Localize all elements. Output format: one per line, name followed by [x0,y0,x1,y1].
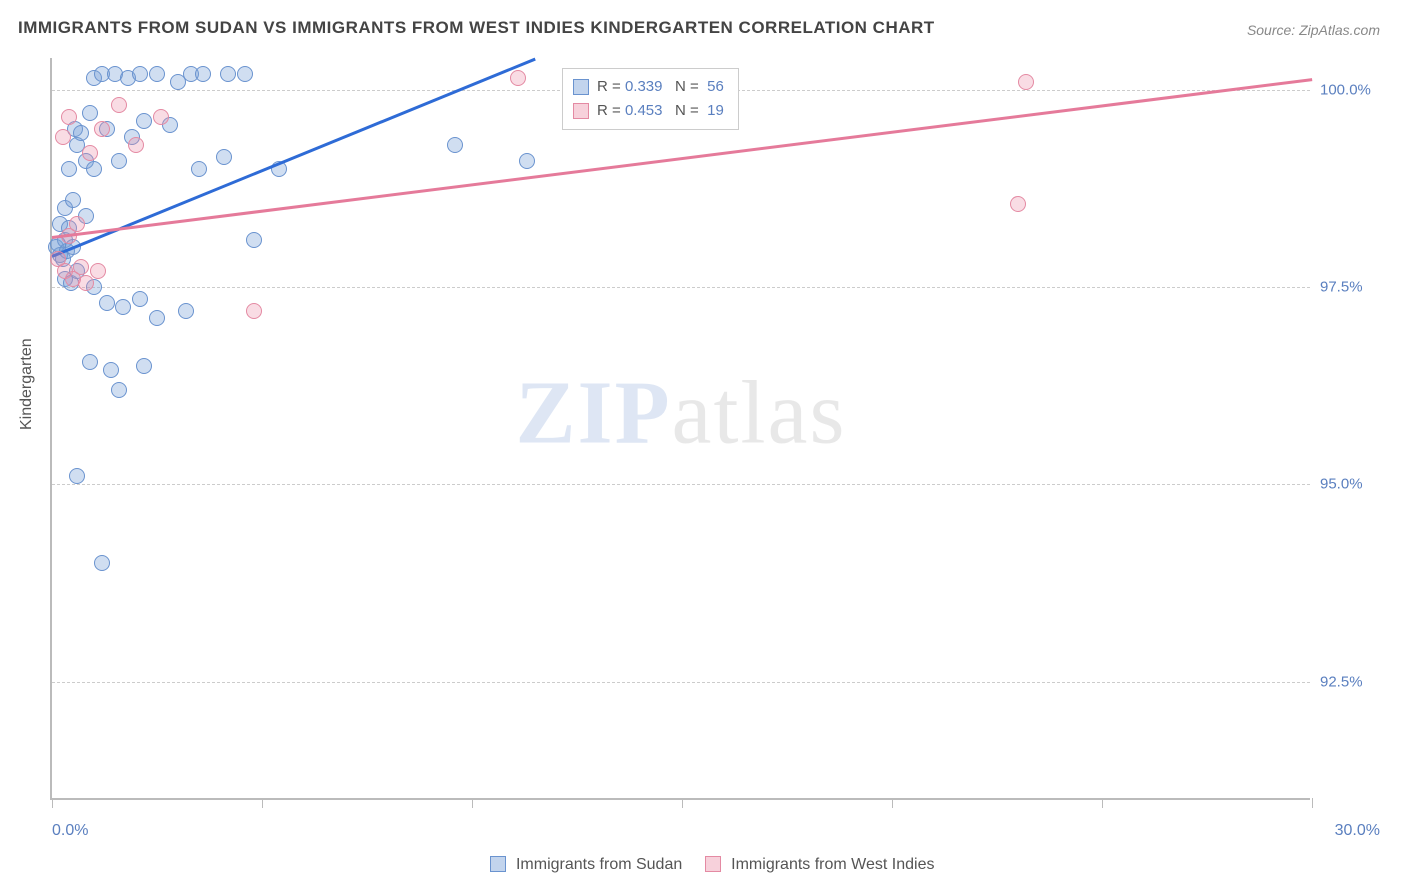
data-point [149,66,165,82]
data-point [90,263,106,279]
watermark-zip: ZIP [516,364,672,463]
data-point [94,555,110,571]
data-point [195,66,211,82]
data-point [246,303,262,319]
x-tick-mark [472,798,473,808]
stats-text: R = 0.453 N = 19 [597,99,724,123]
data-point [69,468,85,484]
data-point [220,66,236,82]
data-point [132,66,148,82]
legend-swatch-pink [705,856,721,872]
data-point [82,105,98,121]
data-point [111,153,127,169]
y-tick-label: 92.5% [1320,673,1388,690]
data-point [246,232,262,248]
x-tick-mark [892,798,893,808]
legend-swatch-blue [490,856,506,872]
data-point [73,259,89,275]
data-point [61,161,77,177]
data-point [65,192,81,208]
data-point [94,121,110,137]
stats-legend-row: R = 0.339 N = 56 [573,75,724,99]
x-tick-mark [1102,798,1103,808]
data-point [1018,74,1034,90]
legend-label-blue: Immigrants from Sudan [516,856,682,873]
data-point [73,125,89,141]
chart-title: IMMIGRANTS FROM SUDAN VS IMMIGRANTS FROM… [18,18,935,38]
data-point [61,109,77,125]
y-tick-label: 95.0% [1320,476,1388,493]
data-point [78,275,94,291]
legend-swatch [573,103,589,119]
data-point [69,216,85,232]
data-point [447,137,463,153]
data-point [191,161,207,177]
data-point [178,303,194,319]
data-point [115,299,131,315]
data-point [86,161,102,177]
data-point [519,153,535,169]
watermark-atlas: atlas [672,364,847,463]
data-point [149,310,165,326]
legend-label-pink: Immigrants from West Indies [731,856,934,873]
stats-legend: R = 0.339 N = 56R = 0.453 N = 19 [562,68,739,130]
gridline-h [52,682,1310,683]
gridline-h [52,287,1310,288]
x-tick-mark [262,798,263,808]
data-point [82,354,98,370]
stats-text: R = 0.339 N = 56 [597,75,724,99]
x-tick-mark [682,798,683,808]
data-point [136,358,152,374]
y-axis-label: Kindergarten [18,338,36,430]
x-tick-label-min: 0.0% [52,822,88,840]
data-point [103,362,119,378]
stats-legend-row: R = 0.453 N = 19 [573,99,724,123]
data-point [136,113,152,129]
data-point [55,129,71,145]
legend-swatch [573,79,589,95]
data-point [128,137,144,153]
data-point [111,97,127,113]
bottom-legend: Immigrants from Sudan Immigrants from We… [0,856,1406,874]
gridline-h [52,484,1310,485]
data-point [510,70,526,86]
data-point [99,295,115,311]
data-point [216,149,232,165]
x-tick-mark [52,798,53,808]
source-label: Source: ZipAtlas.com [1247,22,1380,38]
y-tick-label: 97.5% [1320,278,1388,295]
x-tick-mark [1312,798,1313,808]
data-point [153,109,169,125]
y-tick-label: 100.0% [1320,81,1388,98]
watermark: ZIPatlas [516,362,847,465]
data-point [1010,196,1026,212]
data-point [237,66,253,82]
data-point [111,382,127,398]
data-point [132,291,148,307]
scatter-plot-area: ZIPatlas 92.5%95.0%97.5%100.0%0.0%30.0%R… [50,58,1310,800]
data-point [82,145,98,161]
x-tick-label-max: 30.0% [1335,822,1380,840]
